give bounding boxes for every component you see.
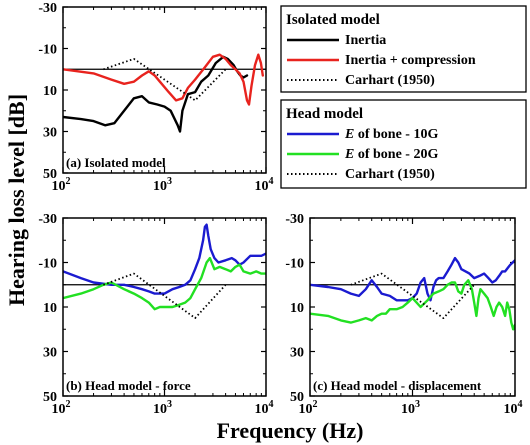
series-line-2 bbox=[310, 279, 515, 331]
series-line-3 bbox=[103, 58, 227, 102]
y-tick-label: 10 bbox=[290, 301, 304, 316]
y-tick-label: -30 bbox=[38, 1, 57, 16]
panel-title: (a) Isolated model bbox=[66, 155, 166, 170]
series-line-1 bbox=[310, 256, 515, 302]
y-tick-label: 50 bbox=[43, 167, 57, 182]
x-tick-label: 102 bbox=[52, 176, 71, 194]
x-tick-label: 104 bbox=[255, 176, 274, 194]
legend-entry-label: E of bone - 20G bbox=[344, 147, 438, 162]
plot-frame bbox=[62, 6, 267, 174]
panel-2: 102 103 104 -30 -10 10 30 50 (b) Head model - fo… bbox=[38, 212, 273, 417]
panel-title: (b) Head model - force bbox=[66, 378, 191, 393]
legend-2: Head model E of bone - 10G E of bone - 20G… bbox=[280, 99, 527, 189]
y-tick-label: 50 bbox=[290, 390, 304, 405]
x-axis-label: Frequency (Hz) bbox=[217, 418, 364, 443]
legend-entry-label: Inertia + compression bbox=[345, 53, 476, 68]
x-tick-label: 102 bbox=[52, 399, 71, 417]
legend-entry-label: Carhart (1950) bbox=[345, 73, 435, 88]
legend-box bbox=[280, 5, 527, 93]
y-tick-label: -10 bbox=[38, 257, 57, 272]
legend-title: Isolated model bbox=[286, 12, 380, 28]
series-line-3 bbox=[103, 272, 227, 319]
y-tick-label: 10 bbox=[43, 84, 57, 99]
x-tick-label: 103 bbox=[153, 399, 172, 417]
panel-3: 102 103 104 -30 -10 10 30 50 (c) Head model - di… bbox=[285, 212, 522, 417]
series-line-2 bbox=[63, 256, 266, 311]
legend-box bbox=[280, 99, 527, 189]
legend-entry-label: Carhart (1950) bbox=[345, 167, 435, 182]
y-tick-label: -10 bbox=[285, 257, 304, 272]
x-tick-label: 104 bbox=[255, 399, 274, 417]
plot-frame bbox=[62, 217, 267, 397]
series-line-2 bbox=[63, 53, 264, 106]
x-tick-label: 104 bbox=[504, 399, 523, 417]
y-tick-label: 30 bbox=[43, 346, 57, 361]
series-line-1 bbox=[63, 55, 249, 133]
legend-1: Isolated model Inertia Inertia + compressi… bbox=[280, 5, 527, 93]
y-tick-label: -30 bbox=[38, 212, 57, 227]
series-line-1 bbox=[63, 223, 266, 295]
y-tick-label: 10 bbox=[43, 301, 57, 316]
panel-title: (c) Head model - displacement bbox=[313, 378, 482, 393]
plot-frame bbox=[309, 217, 516, 397]
x-tick-label: 103 bbox=[401, 399, 420, 417]
y-tick-label: -30 bbox=[285, 212, 304, 227]
legend-entry-label: E of bone - 10G bbox=[344, 127, 438, 142]
legend-title: Head model bbox=[286, 106, 363, 122]
y-tick-label: 50 bbox=[43, 390, 57, 405]
legends: Isolated model Inertia Inertia + compressi… bbox=[280, 5, 527, 189]
y-tick-label: 30 bbox=[43, 126, 57, 141]
y-tick-label: 30 bbox=[290, 346, 304, 361]
series-line-3 bbox=[350, 272, 475, 319]
x-tick-label: 102 bbox=[299, 399, 318, 417]
y-tick-label: -10 bbox=[38, 43, 57, 58]
y-axis-label: Hearing loss level [dB] bbox=[4, 94, 29, 306]
x-tick-label: 103 bbox=[153, 176, 172, 194]
legend-entry-label: Inertia bbox=[345, 33, 386, 48]
panel-1: 102 103 104 -30 -10 10 30 50 (a) Isolated model bbox=[38, 1, 273, 194]
